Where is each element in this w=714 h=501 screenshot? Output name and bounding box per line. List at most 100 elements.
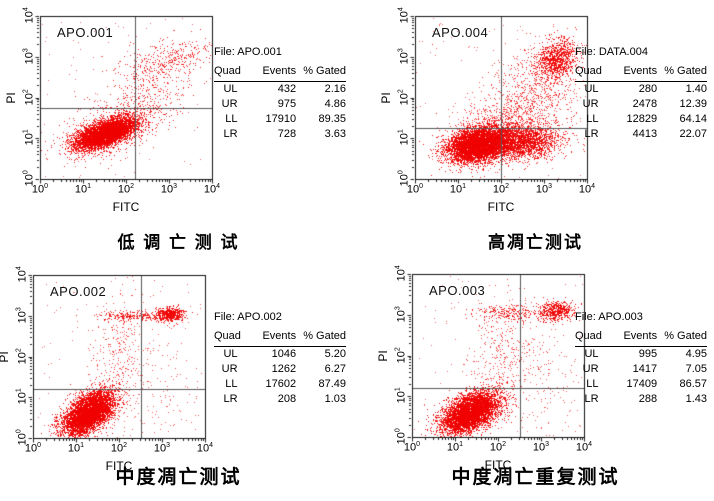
x-tick-label: 102 bbox=[492, 183, 510, 196]
table-row: UR 975 4.86 bbox=[214, 97, 346, 112]
x-tick-label: 100 bbox=[24, 442, 42, 455]
x-axis-label: FITC bbox=[105, 459, 133, 473]
table-row: UL 280 1.40 bbox=[575, 82, 707, 98]
col-header-gated: % Gated bbox=[303, 65, 346, 77]
table-row: UL 432 2.16 bbox=[214, 82, 346, 98]
quadrant-stats: File: DATA.004 Quad Events % Gated UL 28… bbox=[575, 46, 707, 142]
quad-cell: UL bbox=[584, 83, 599, 95]
gated-cell: 5.20 bbox=[324, 348, 346, 360]
col-header-gated: % Gated bbox=[664, 65, 707, 77]
table-row: UL 995 4.95 bbox=[575, 347, 707, 363]
table-row: UR 2478 12.39 bbox=[575, 97, 707, 112]
y-tick-label: 101 bbox=[394, 387, 408, 404]
y-axis-label: PI bbox=[379, 92, 393, 104]
x-tick-label: 104 bbox=[196, 442, 214, 455]
panel-medium-apoptosis: APO.002 PI FITC 100 101 102 103 104 100 101 10… bbox=[0, 265, 357, 501]
quad-cell: LL bbox=[586, 113, 599, 125]
quad-cell: UL bbox=[223, 348, 238, 360]
events-cell: 1046 bbox=[271, 348, 297, 360]
gated-cell: 12.39 bbox=[679, 98, 707, 110]
events-cell: 280 bbox=[638, 83, 658, 95]
gated-cell: 1.40 bbox=[685, 83, 707, 95]
quad-cell: LR bbox=[223, 393, 238, 405]
col-header-events: Events bbox=[623, 65, 658, 77]
events-cell: 12829 bbox=[626, 113, 658, 125]
y-tick-label: 102 bbox=[394, 346, 408, 363]
x-tick-label: 101 bbox=[449, 183, 467, 196]
x-tick-label: 103 bbox=[160, 183, 178, 196]
gated-cell: 64.14 bbox=[679, 113, 707, 125]
scatter-plot: APO.001 PI FITC 100 101 102 103 104 100 101 10… bbox=[4, 7, 220, 214]
scatter-plot: APO.003 PI FITC 100 101 102 103 104 100 101 10… bbox=[376, 265, 592, 472]
events-cell: 1262 bbox=[271, 363, 297, 375]
y-tick-label: 104 bbox=[394, 265, 408, 282]
col-header-events: Events bbox=[262, 65, 297, 77]
events-cell: 288 bbox=[638, 393, 658, 405]
table-header-row: Quad Events % Gated bbox=[575, 64, 707, 82]
col-header-quad: Quad bbox=[575, 65, 602, 77]
x-tick-label: 100 bbox=[31, 183, 49, 196]
scatter-canvas bbox=[34, 14, 214, 186]
scatter-canvas bbox=[27, 273, 207, 445]
gated-cell: 7.05 bbox=[685, 363, 707, 375]
gated-cell: 1.43 bbox=[685, 393, 707, 405]
x-tick-label: 100 bbox=[406, 183, 424, 196]
gated-cell: 2.16 bbox=[324, 83, 346, 95]
events-cell: 1417 bbox=[632, 363, 658, 375]
x-axis-label: FITC bbox=[112, 200, 140, 214]
quad-cell: LR bbox=[223, 128, 238, 140]
quad-cell: UR bbox=[582, 98, 599, 110]
quad-cell: LL bbox=[225, 113, 238, 125]
table-row: LL 12829 64.14 bbox=[575, 112, 707, 127]
y-tick-label: 103 bbox=[394, 306, 408, 323]
events-cell: 728 bbox=[277, 128, 297, 140]
quad-cell: UL bbox=[584, 348, 599, 360]
plot-file-label: APO.003 bbox=[429, 283, 486, 298]
panel-caption: 低 调 亡 测 试 bbox=[117, 233, 240, 252]
x-tick-label: 102 bbox=[110, 442, 128, 455]
file-name: File: APO.001 bbox=[214, 46, 282, 58]
x-axis-label: FITC bbox=[484, 458, 512, 472]
file-name: File: DATA.004 bbox=[575, 46, 648, 58]
file-name: File: APO.002 bbox=[214, 311, 282, 323]
x-tick-label: 103 bbox=[535, 183, 553, 196]
y-tick-label: 102 bbox=[15, 347, 29, 364]
table-header-row: Quad Events % Gated bbox=[214, 329, 346, 347]
col-header-quad: Quad bbox=[214, 65, 241, 77]
gated-cell: 4.95 bbox=[685, 348, 707, 360]
events-cell: 4413 bbox=[632, 128, 658, 140]
gated-cell: 86.57 bbox=[679, 378, 707, 390]
x-tick-label: 104 bbox=[578, 183, 596, 196]
panel-caption: 中度凋亡重复测试 bbox=[451, 467, 620, 488]
y-tick-label: 103 bbox=[22, 48, 36, 65]
table-row: LL 17602 87.49 bbox=[214, 377, 346, 392]
col-header-gated: % Gated bbox=[664, 330, 707, 342]
y-axis-label: PI bbox=[376, 350, 390, 362]
table-row: LR 728 3.63 bbox=[214, 127, 346, 142]
quadrant-table: Quad Events % Gated UL 432 2.16 UR 975 4… bbox=[214, 64, 346, 142]
y-tick-label: 101 bbox=[15, 388, 29, 405]
table-row: LL 17910 89.35 bbox=[214, 112, 346, 127]
x-tick-label: 104 bbox=[575, 441, 593, 454]
y-tick-label: 103 bbox=[397, 48, 411, 65]
quadrant-stats: File: APO.001 Quad Events % Gated UL 432… bbox=[214, 46, 346, 142]
gated-cell: 3.63 bbox=[324, 128, 346, 140]
table-row: LR 288 1.43 bbox=[575, 392, 707, 407]
col-header-events: Events bbox=[262, 330, 297, 342]
quad-cell: LR bbox=[584, 128, 599, 140]
y-tick-label: 101 bbox=[22, 129, 36, 146]
x-tick-label: 101 bbox=[67, 442, 85, 455]
panel-caption: 中度凋亡测试 bbox=[115, 467, 242, 488]
gated-cell: 22.07 bbox=[679, 128, 707, 140]
file-name: File: APO.003 bbox=[575, 311, 643, 323]
events-cell: 975 bbox=[277, 98, 297, 110]
table-row: LL 17409 86.57 bbox=[575, 377, 707, 392]
scatter-plot: APO.002 PI FITC 100 101 102 103 104 100 101 10… bbox=[0, 266, 213, 473]
events-cell: 995 bbox=[638, 348, 658, 360]
quadrant-table: Quad Events % Gated UL 995 4.95 UR 1417 … bbox=[575, 329, 707, 407]
y-axis-label: PI bbox=[4, 92, 18, 104]
panel-medium-apoptosis-repeat: APO.003 PI FITC 100 101 102 103 104 100 101 10… bbox=[357, 265, 714, 501]
y-tick-label: 104 bbox=[15, 266, 29, 283]
table-row: UR 1417 7.05 bbox=[575, 362, 707, 377]
